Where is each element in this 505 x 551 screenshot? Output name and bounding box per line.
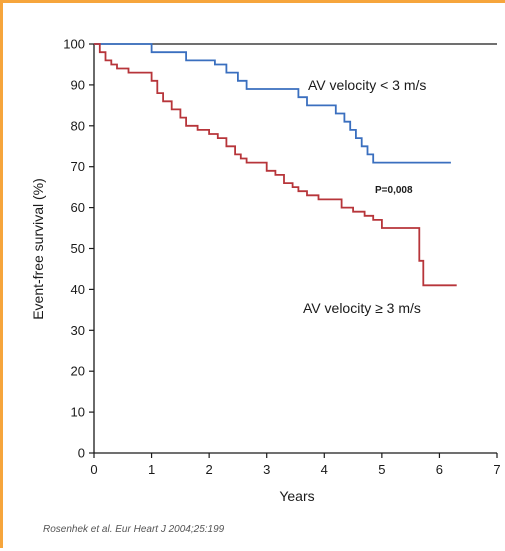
x-tick-label: 1 bbox=[148, 462, 155, 477]
y-tick-label: 40 bbox=[71, 282, 85, 297]
x-tick-label: 3 bbox=[263, 462, 270, 477]
y-tick-label: 20 bbox=[71, 364, 85, 379]
y-axis-title: Event-free survival (%) bbox=[30, 178, 46, 320]
y-tick-label: 90 bbox=[71, 77, 85, 92]
y-tick-label: 0 bbox=[78, 446, 85, 461]
x-tick-label: 7 bbox=[493, 462, 500, 477]
x-tick-label: 0 bbox=[90, 462, 97, 477]
y-tick-label: 100 bbox=[63, 37, 85, 52]
upper-series-label: AV velocity < 3 m/s bbox=[308, 77, 426, 93]
series-line-low-velocity bbox=[94, 43, 451, 164]
x-tick-label: 4 bbox=[321, 462, 328, 477]
x-axis-title: Years bbox=[279, 488, 314, 504]
y-tick-label: 30 bbox=[71, 323, 85, 338]
y-tick-label: 80 bbox=[71, 118, 85, 133]
x-tick-label: 5 bbox=[378, 462, 385, 477]
y-tick-label: 70 bbox=[71, 159, 85, 174]
x-tick-label: 6 bbox=[436, 462, 443, 477]
series-group bbox=[94, 43, 457, 287]
y-tick-label: 60 bbox=[71, 200, 85, 215]
x-tick-label: 2 bbox=[206, 462, 213, 477]
y-tick-label: 50 bbox=[71, 241, 85, 256]
lower-series-label: AV velocity ≥ 3 m/s bbox=[303, 300, 421, 316]
series-line-high-velocity bbox=[94, 43, 457, 287]
citation-footer: Rosenhek et al. Eur Heart J 2004;25:199 bbox=[43, 524, 225, 535]
y-tick-label: 10 bbox=[71, 405, 85, 420]
axes bbox=[93, 43, 497, 454]
p-value-label: P=0,008 bbox=[375, 185, 413, 196]
